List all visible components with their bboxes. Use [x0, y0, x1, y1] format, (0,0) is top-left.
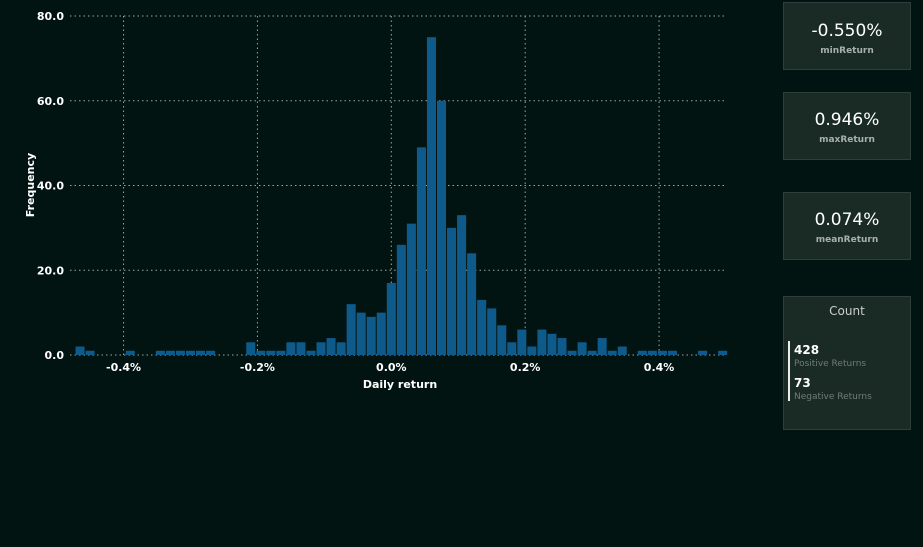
positive-returns-label: Positive Returns [794, 359, 867, 369]
histogram-bar-18 [336, 342, 346, 355]
y-tick-label-4: 80.0 [37, 10, 64, 23]
histogram-bar-2 [125, 350, 135, 355]
histogram-bar-13 [286, 342, 296, 355]
histogram-bar-50 [667, 350, 677, 355]
histogram-bar-6 [185, 350, 196, 355]
histogram-bar-32 [477, 299, 487, 355]
histogram-bar-21 [366, 316, 376, 355]
mean-return-label: meanReturn [815, 235, 879, 245]
min-return-value: -0.550% [811, 21, 883, 41]
histogram-bar-23 [386, 282, 396, 355]
histogram-bar-5 [175, 350, 185, 355]
histogram-bar-52 [718, 350, 728, 355]
histogram-bar-1 [85, 350, 95, 355]
histogram-bar-22 [376, 312, 386, 355]
histogram-bar-36 [517, 329, 527, 355]
x-tick-label-1: -0.2% [240, 361, 275, 374]
max-return-label: maxReturn [819, 135, 875, 145]
histogram-bar-37 [527, 346, 537, 355]
x-tick-label-2: 0.0% [376, 361, 407, 374]
negative-returns-count: 73 [794, 376, 811, 390]
min-return-card: -0.550% minReturn [783, 2, 911, 70]
x-tick-label-0: -0.4% [106, 361, 141, 374]
histogram-bar-49 [657, 350, 667, 355]
histogram-bar-4 [165, 350, 175, 355]
histogram-bar-40 [557, 338, 567, 355]
histogram-bar-9 [246, 342, 256, 355]
histogram-bar-46 [617, 346, 627, 355]
histogram-bar-44 [597, 338, 607, 355]
max-return-card: 0.946% maxReturn [783, 92, 911, 160]
histogram-bar-51 [698, 350, 708, 355]
y-tick-label-3: 60.0 [37, 95, 64, 108]
x-axis-title: Daily return [363, 378, 437, 391]
negative-returns-label: Negative Returns [794, 392, 872, 402]
histogram-bar-26 [416, 147, 426, 355]
histogram-bar-8 [206, 350, 216, 355]
histogram-bar-48 [647, 350, 657, 355]
histogram-bar-14 [296, 342, 306, 355]
count-card-accent-bar [788, 341, 790, 401]
histogram-bar-38 [537, 329, 547, 355]
y-tick-label-0: 0.0 [45, 349, 65, 362]
histogram-bar-3 [155, 350, 165, 355]
histogram-bar-47 [637, 350, 647, 355]
histogram-bar-31 [467, 253, 477, 355]
histogram-bar-24 [396, 244, 406, 355]
positive-returns-count: 428 [794, 343, 820, 357]
min-return-label: minReturn [820, 46, 874, 56]
return-histogram: -0.4% -0.2% 0.0% 0.2% 0.4% 0.0 20.0 40.0 60.0 80… [24, 10, 728, 391]
histogram-bar-29 [447, 227, 457, 355]
x-tick-label-3: 0.2% [510, 361, 541, 374]
histogram-bar-34 [497, 325, 507, 355]
histogram-bar-30 [457, 215, 467, 355]
histogram-bar-11 [266, 350, 276, 355]
histogram-bar-20 [356, 312, 366, 355]
count-card: Count 428 Positive Returns 73 Negative R… [783, 296, 911, 430]
histogram-bar-10 [256, 350, 266, 355]
histogram-bar-7 [196, 350, 206, 355]
histogram-bar-25 [406, 223, 416, 355]
x-tick-label-4: 0.4% [644, 361, 675, 374]
y-axis-ticks: 0.0 20.0 40.0 60.0 80.0 [37, 10, 64, 362]
histogram-bar-15 [306, 350, 316, 355]
count-card-title: Count [829, 304, 865, 318]
histogram-bar-19 [346, 304, 356, 355]
histogram-bar-39 [547, 333, 557, 355]
histogram-bar-33 [487, 308, 497, 355]
histogram-bar-43 [587, 350, 597, 355]
histogram-bars [75, 37, 728, 355]
mean-return-card: 0.074% meanReturn [783, 192, 911, 260]
y-tick-label-2: 40.0 [37, 180, 64, 193]
histogram-bar-17 [326, 338, 336, 355]
x-axis-ticks: -0.4% -0.2% 0.0% 0.2% 0.4% [106, 361, 674, 374]
y-axis-title: Frequency [24, 153, 37, 217]
max-return-value: 0.946% [814, 110, 880, 130]
histogram-bar-35 [507, 342, 517, 355]
histogram-bar-42 [577, 342, 587, 355]
histogram-bar-16 [316, 342, 326, 355]
histogram-bar-28 [436, 100, 447, 355]
mean-return-value: 0.074% [814, 210, 880, 230]
histogram-bar-12 [276, 350, 286, 355]
histogram-bar-27 [426, 37, 436, 355]
histogram-bar-45 [607, 350, 617, 355]
y-tick-label-1: 20.0 [37, 264, 64, 277]
histogram-bar-41 [567, 350, 577, 355]
histogram-bar-0 [75, 346, 85, 355]
